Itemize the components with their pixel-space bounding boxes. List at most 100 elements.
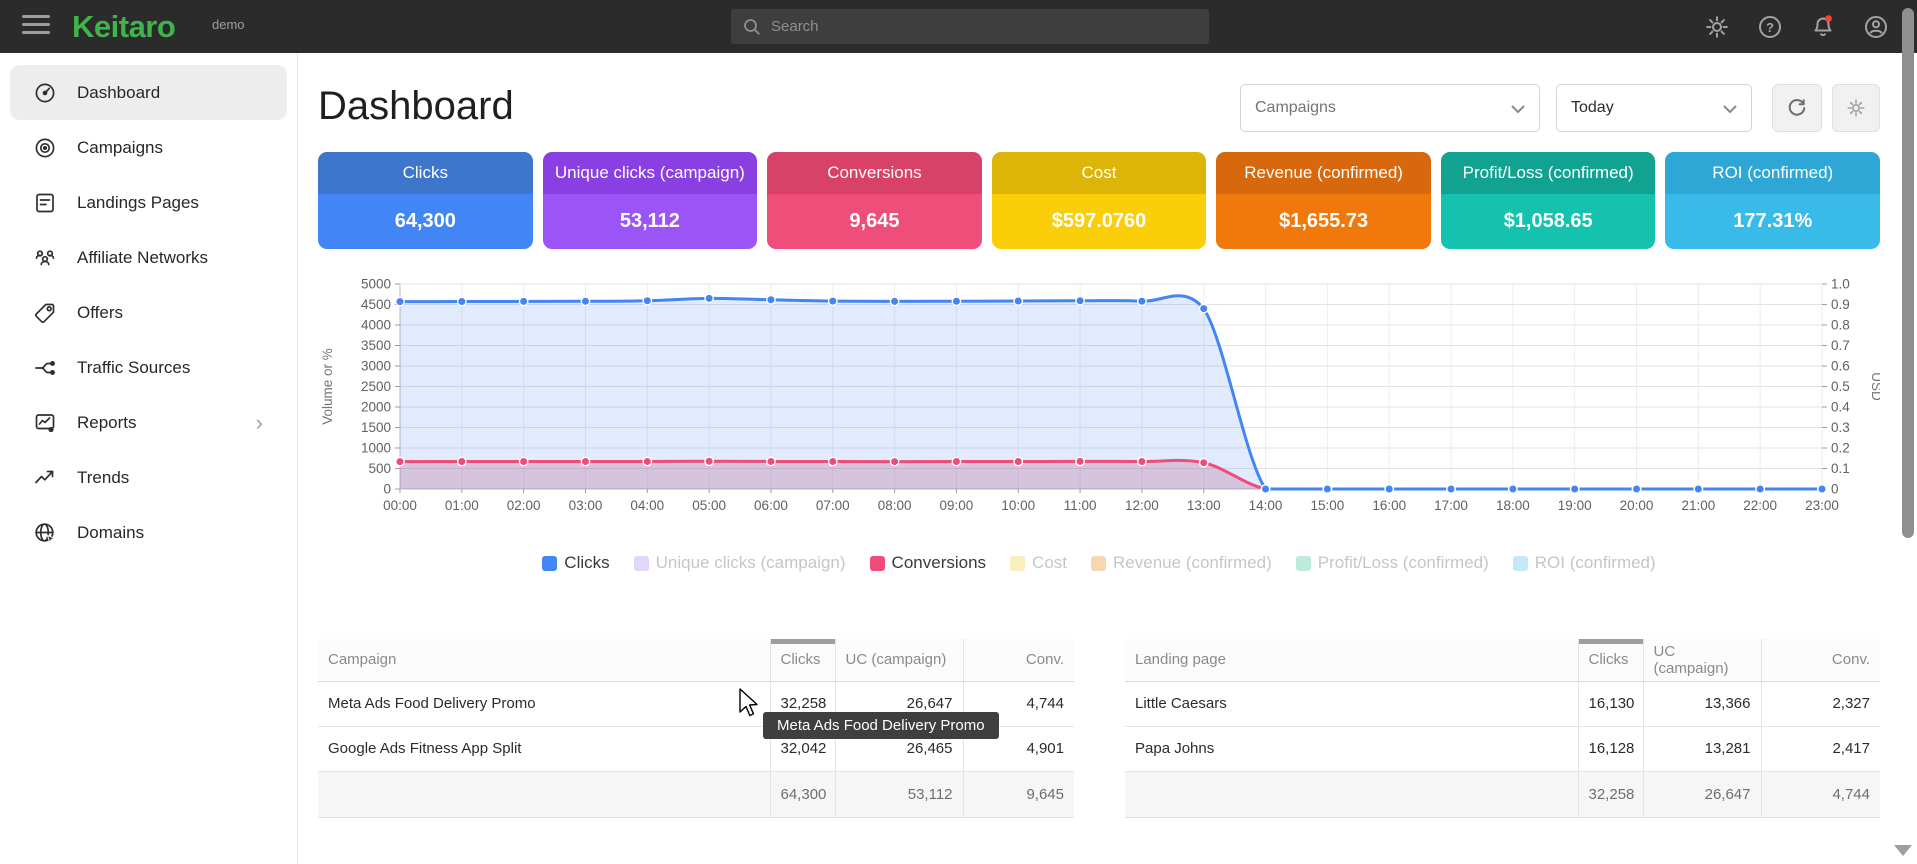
legend-item-revenue-confirmed[interactable]: Revenue (confirmed) bbox=[1091, 553, 1272, 573]
help-icon[interactable]: ? bbox=[1757, 14, 1783, 40]
column-header-conv[interactable]: Conv. bbox=[962, 639, 1074, 682]
sidebar: Dashboard Campaigns Landings Pages Affiliat… bbox=[0, 53, 298, 864]
metric-card-revenue-confirmed[interactable]: Revenue (confirmed) $1,655.73 bbox=[1216, 152, 1431, 249]
sidebar-item-landings-pages[interactable]: Landings Pages bbox=[10, 175, 287, 230]
settings-gear-icon[interactable] bbox=[1704, 14, 1730, 40]
legend-item-conversions[interactable]: Conversions bbox=[869, 553, 986, 573]
metric-card-clicks[interactable]: Clicks 64,300 bbox=[318, 152, 533, 249]
dashboard-icon bbox=[35, 83, 55, 102]
legend-item-profit-loss-confirmed[interactable]: Profit/Loss (confirmed) bbox=[1295, 553, 1489, 573]
legend-item-roi-confirmed[interactable]: ROI (confirmed) bbox=[1512, 553, 1656, 573]
sidebar-item-campaigns[interactable]: Campaigns bbox=[10, 120, 287, 175]
entity-filter-value: Campaigns bbox=[1255, 99, 1336, 116]
sidebar-item-reports[interactable]: Reports › bbox=[10, 395, 287, 450]
landing-pages-table: Landing page Clicks UC (campaign) Conv. Litt… bbox=[1125, 639, 1880, 818]
svg-text:20:00: 20:00 bbox=[1620, 498, 1654, 513]
svg-text:04:00: 04:00 bbox=[630, 498, 664, 513]
column-header-clicks[interactable]: Clicks bbox=[769, 639, 835, 682]
sidebar-item-offers[interactable]: Offers bbox=[10, 285, 287, 340]
svg-text:0.2: 0.2 bbox=[1831, 441, 1850, 456]
demo-badge: demo bbox=[212, 17, 245, 32]
svg-text:23:00: 23:00 bbox=[1805, 498, 1839, 513]
sidebar-item-domains[interactable]: Domains bbox=[10, 505, 287, 560]
sidebar-item-dashboard[interactable]: Dashboard bbox=[10, 65, 287, 120]
sidebar-item-label: Offers bbox=[77, 302, 123, 322]
metric-card-conversions[interactable]: Conversions 9,645 bbox=[767, 152, 982, 249]
metric-card-label: Clicks bbox=[318, 152, 533, 194]
column-header-campaign[interactable]: Campaign bbox=[318, 639, 770, 682]
legend-label: Clicks bbox=[564, 553, 610, 572]
entity-filter-select[interactable]: Campaigns bbox=[1240, 84, 1540, 132]
date-range-select[interactable]: Today bbox=[1556, 84, 1752, 132]
svg-text:00:00: 00:00 bbox=[383, 498, 417, 513]
metric-card-cost[interactable]: Cost $597.0760 bbox=[991, 152, 1207, 249]
legend-item-clicks[interactable]: Clicks bbox=[542, 553, 610, 573]
metric-card-label: Unique clicks (campaign) bbox=[542, 152, 758, 194]
legend-item-cost[interactable]: Cost bbox=[1010, 553, 1067, 573]
column-header-uc-campaign[interactable]: UC (campaign) bbox=[1642, 639, 1761, 682]
legend-item-unique-clicks-campaign[interactable]: Unique clicks (campaign) bbox=[633, 553, 846, 573]
keitaro-logo: Keitaro bbox=[72, 9, 176, 44]
chevron-right-icon: › bbox=[255, 409, 263, 435]
hamburger-menu-icon[interactable] bbox=[22, 15, 50, 37]
svg-text:01:00: 01:00 bbox=[445, 498, 479, 513]
column-header-uc-campaign[interactable]: UC (campaign) bbox=[834, 639, 963, 682]
column-header-conv[interactable]: Conv. bbox=[1760, 639, 1880, 682]
column-header-clicks[interactable]: Clicks bbox=[1577, 639, 1643, 682]
svg-text:0.6: 0.6 bbox=[1831, 359, 1850, 374]
user-account-icon[interactable] bbox=[1863, 14, 1889, 40]
svg-text:18:00: 18:00 bbox=[1496, 498, 1530, 513]
table-row[interactable]: Papa Johns 16,128 13,281 2,417 bbox=[1125, 726, 1880, 772]
svg-text:0.4: 0.4 bbox=[1831, 400, 1850, 415]
svg-text:?: ? bbox=[1766, 20, 1774, 35]
svg-text:13:00: 13:00 bbox=[1187, 498, 1221, 513]
table-row[interactable]: Little Caesars 16,130 13,366 2,327 bbox=[1125, 681, 1880, 727]
chart-legend: Clicks Unique clicks (campaign) Conversion… bbox=[318, 553, 1880, 573]
scroll-down-arrow-icon[interactable] bbox=[1894, 845, 1912, 856]
row-value: 4,744 bbox=[962, 681, 1074, 727]
metric-cards-row: Clicks 64,300 Unique clicks (campaign) 53,1… bbox=[318, 152, 1881, 249]
sidebar-item-trends[interactable]: Trends bbox=[10, 450, 287, 505]
svg-text:19:00: 19:00 bbox=[1558, 498, 1592, 513]
chevron-down-icon bbox=[1511, 105, 1525, 114]
search-input[interactable] bbox=[771, 18, 1197, 35]
sidebar-item-affiliate-networks[interactable]: Affiliate Networks bbox=[10, 230, 287, 285]
sidebar-item-label: Domains bbox=[77, 522, 145, 542]
sidebar-item-traffic-sources[interactable]: Traffic Sources bbox=[10, 340, 287, 395]
scrollbar-thumb[interactable] bbox=[1902, 8, 1914, 538]
notifications-bell-icon[interactable] bbox=[1810, 14, 1836, 40]
dashboard-settings-button[interactable] bbox=[1832, 84, 1880, 132]
metric-card-unique-clicks-campaign[interactable]: Unique clicks (campaign) 53,112 bbox=[542, 152, 758, 249]
svg-text:USD: USD bbox=[1869, 372, 1880, 401]
total-value: 53,112 bbox=[834, 771, 963, 818]
svg-text:11:00: 11:00 bbox=[1064, 498, 1097, 513]
refresh-button[interactable] bbox=[1772, 84, 1822, 132]
svg-text:15:00: 15:00 bbox=[1310, 498, 1344, 513]
svg-text:Volume or %: Volume or % bbox=[320, 348, 335, 425]
metric-card-roi-confirmed[interactable]: ROI (confirmed) 177.31% bbox=[1665, 152, 1881, 249]
svg-text:2000: 2000 bbox=[361, 400, 391, 415]
search-icon bbox=[744, 18, 760, 35]
svg-text:03:00: 03:00 bbox=[569, 498, 603, 513]
total-value: 26,647 bbox=[1642, 771, 1761, 818]
svg-text:02:00: 02:00 bbox=[507, 498, 541, 513]
row-value: 13,366 bbox=[1642, 681, 1761, 727]
table-row[interactable]: Google Ads Fitness App Split 32,042 26,465… bbox=[318, 726, 1074, 772]
global-search[interactable] bbox=[731, 9, 1209, 44]
legend-label: Cost bbox=[1032, 553, 1068, 572]
legend-label: Revenue (confirmed) bbox=[1113, 553, 1272, 572]
row-name: Google Ads Fitness App Split bbox=[318, 726, 770, 772]
svg-text:08:00: 08:00 bbox=[878, 498, 912, 513]
row-value: 2,417 bbox=[1760, 726, 1880, 772]
metric-card-label: ROI (confirmed) bbox=[1665, 152, 1881, 194]
refresh-icon bbox=[1788, 99, 1806, 116]
svg-text:0.5: 0.5 bbox=[1831, 379, 1850, 394]
column-header-landing-page[interactable]: Landing page bbox=[1125, 639, 1578, 682]
metric-card-profit-loss-confirmed[interactable]: Profit/Loss (confirmed) $1,058.65 bbox=[1440, 152, 1656, 249]
sidebar-item-label: Landings Pages bbox=[77, 192, 199, 212]
legend-swatch bbox=[1295, 555, 1311, 571]
legend-swatch bbox=[869, 555, 885, 571]
sidebar-item-label: Trends bbox=[77, 467, 130, 487]
svg-text:09:00: 09:00 bbox=[940, 498, 974, 513]
metric-card-label: Profit/Loss (confirmed) bbox=[1440, 152, 1656, 194]
